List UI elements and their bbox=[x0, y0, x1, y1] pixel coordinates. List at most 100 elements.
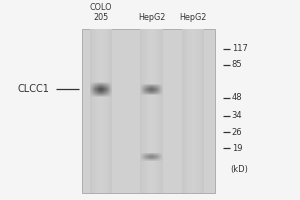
Bar bbox=[101, 91, 102, 92]
Bar bbox=[92, 85, 93, 86]
Bar bbox=[145, 160, 146, 161]
Bar bbox=[160, 90, 161, 91]
Bar bbox=[147, 158, 148, 159]
Bar bbox=[108, 29, 109, 193]
Bar bbox=[103, 84, 104, 85]
Bar bbox=[160, 84, 161, 85]
Bar bbox=[145, 158, 146, 159]
Bar bbox=[149, 158, 150, 159]
Bar bbox=[146, 158, 147, 159]
Bar bbox=[157, 93, 158, 94]
Bar bbox=[150, 85, 151, 86]
Bar bbox=[155, 155, 156, 156]
Bar bbox=[106, 91, 107, 92]
Bar bbox=[106, 29, 107, 193]
Bar bbox=[148, 93, 149, 94]
Bar bbox=[107, 82, 108, 83]
Bar bbox=[160, 153, 161, 154]
Bar bbox=[151, 88, 152, 89]
Bar bbox=[148, 158, 149, 159]
Bar bbox=[145, 92, 146, 93]
Bar bbox=[100, 29, 101, 193]
Bar bbox=[159, 29, 160, 193]
Bar bbox=[148, 153, 149, 154]
Bar bbox=[108, 85, 109, 86]
Bar bbox=[146, 86, 147, 87]
Bar bbox=[111, 95, 112, 96]
Bar bbox=[104, 96, 105, 97]
Bar bbox=[147, 160, 148, 161]
Bar bbox=[143, 160, 144, 161]
Bar bbox=[160, 155, 161, 156]
Bar bbox=[153, 85, 154, 86]
Bar bbox=[142, 155, 143, 156]
Bar bbox=[152, 89, 153, 90]
Bar bbox=[150, 84, 151, 85]
Bar bbox=[155, 86, 156, 87]
Bar bbox=[96, 83, 97, 84]
Bar bbox=[161, 160, 162, 161]
Bar bbox=[100, 87, 101, 88]
Bar bbox=[104, 93, 105, 94]
Bar bbox=[151, 158, 152, 159]
Bar bbox=[153, 90, 154, 91]
Bar bbox=[148, 90, 149, 91]
Bar bbox=[157, 29, 158, 193]
Bar bbox=[160, 89, 161, 90]
Bar bbox=[159, 154, 160, 155]
Bar bbox=[146, 87, 147, 88]
Bar bbox=[140, 158, 141, 159]
Bar bbox=[154, 93, 155, 94]
Bar bbox=[153, 93, 154, 94]
Bar bbox=[102, 92, 103, 93]
Bar bbox=[152, 157, 153, 158]
Bar bbox=[160, 159, 161, 160]
Bar bbox=[96, 84, 97, 85]
Bar bbox=[159, 155, 160, 156]
Bar bbox=[153, 157, 154, 158]
Bar bbox=[96, 87, 97, 88]
Bar bbox=[162, 154, 163, 155]
Bar bbox=[98, 92, 99, 93]
Bar bbox=[105, 84, 106, 85]
Bar bbox=[147, 91, 148, 92]
Bar bbox=[156, 154, 157, 155]
Bar bbox=[149, 87, 150, 88]
Bar bbox=[158, 154, 159, 155]
Bar bbox=[157, 94, 158, 95]
Bar bbox=[97, 95, 98, 96]
Text: 34: 34 bbox=[232, 111, 242, 120]
Bar bbox=[95, 90, 96, 91]
Bar bbox=[161, 89, 162, 90]
Bar bbox=[141, 157, 142, 158]
Bar bbox=[94, 82, 95, 83]
Bar bbox=[199, 29, 200, 193]
Bar bbox=[148, 29, 149, 193]
Bar bbox=[145, 159, 146, 160]
Bar bbox=[141, 154, 142, 155]
Bar bbox=[157, 90, 158, 91]
Bar bbox=[98, 88, 99, 89]
Bar bbox=[149, 155, 150, 156]
Bar bbox=[99, 91, 100, 92]
Bar bbox=[151, 29, 152, 193]
Bar bbox=[162, 92, 163, 93]
Bar bbox=[100, 89, 101, 90]
Bar bbox=[144, 158, 145, 159]
Bar bbox=[142, 157, 143, 158]
Bar bbox=[152, 94, 153, 95]
Bar bbox=[154, 86, 155, 87]
Bar bbox=[108, 89, 109, 90]
Bar bbox=[93, 82, 94, 83]
Bar bbox=[160, 157, 161, 158]
Bar bbox=[95, 85, 96, 86]
Bar bbox=[141, 86, 142, 87]
Bar bbox=[158, 160, 159, 161]
Bar bbox=[144, 156, 145, 157]
Bar bbox=[109, 82, 110, 83]
Bar bbox=[151, 93, 152, 94]
Bar bbox=[158, 156, 159, 157]
Bar bbox=[107, 93, 108, 94]
Bar bbox=[149, 156, 150, 157]
Bar bbox=[108, 82, 109, 83]
